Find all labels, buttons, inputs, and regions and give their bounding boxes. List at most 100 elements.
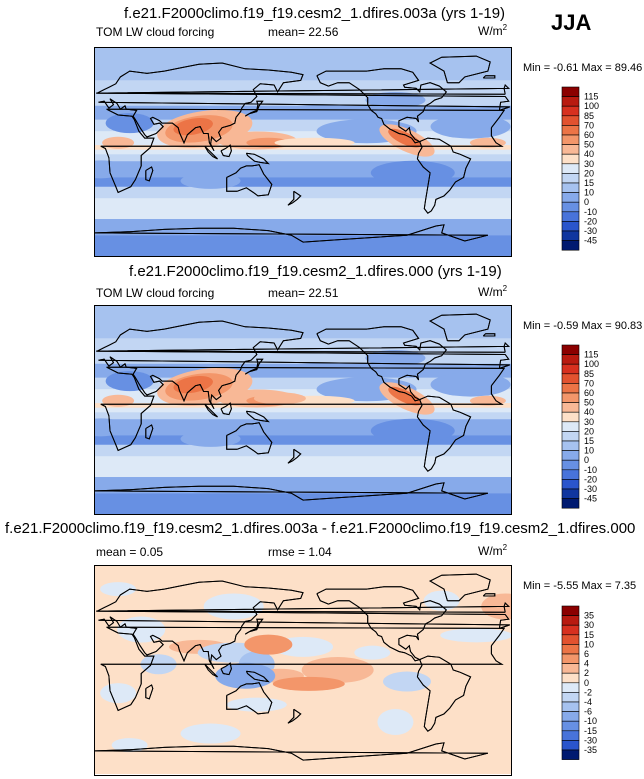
- coastline: [96, 84, 510, 95]
- field-band: [95, 177, 511, 187]
- coastline: [416, 137, 472, 214]
- coastline: [96, 602, 510, 613]
- panel-2-mean: mean= 22.51: [268, 286, 338, 300]
- colorbar-swatch: [561, 730, 580, 741]
- coastline: [226, 682, 273, 715]
- difference-contour: [313, 732, 386, 759]
- field-contour: [430, 372, 511, 397]
- field-contour: [469, 137, 506, 148]
- colorbar-tick-label: 10: [584, 639, 594, 649]
- colorbar-tick-label: -20: [584, 216, 597, 226]
- coastline: [204, 145, 218, 160]
- colorbar-swatch: [561, 373, 580, 384]
- difference-contour: [100, 582, 137, 597]
- colorbar-swatch: [561, 720, 580, 732]
- colorbar-swatch: [561, 211, 580, 222]
- colorbar-swatch: [561, 115, 580, 126]
- colorbar-swatch: [561, 634, 580, 645]
- coastline: [95, 224, 489, 243]
- difference-contour: [215, 662, 276, 689]
- coastline: [100, 108, 506, 194]
- field-contour: [274, 137, 355, 148]
- coastline: [204, 663, 218, 678]
- colorbar-swatch: [561, 740, 580, 751]
- colorbar-swatch: [561, 431, 580, 442]
- coastline: [287, 448, 302, 464]
- colorbar-swatch: [561, 144, 580, 155]
- colorbar-swatch: [561, 692, 580, 703]
- coastline: [145, 684, 154, 700]
- colorbar-swatch: [561, 363, 580, 375]
- colorbar-tick-label: 4: [584, 659, 589, 669]
- colorbar-tick-label: -6: [584, 707, 592, 717]
- convection-contour: [173, 375, 213, 394]
- coastline: [95, 742, 489, 761]
- panel-1-minmax: Min = -0.61 Max = 89.46: [523, 62, 643, 74]
- colorbar-swatch: [561, 624, 580, 636]
- colorbar-tick-label: -30: [584, 484, 597, 494]
- panel-1-map: [94, 47, 512, 257]
- difference-contour: [290, 587, 363, 602]
- field-contour: [102, 136, 135, 149]
- convection-contour: [388, 128, 422, 148]
- season-label: JJA: [551, 10, 592, 35]
- colorbar-swatch: [561, 653, 580, 664]
- panel-3-rmse-label: rmse =: [268, 545, 306, 559]
- colorbar-tick-label: -35: [584, 745, 597, 755]
- colorbar-swatch: [561, 749, 580, 760]
- difference-contour: [203, 593, 264, 620]
- coastline: [245, 152, 270, 165]
- field-band: [95, 477, 511, 494]
- colorbar-swatch: [561, 344, 580, 355]
- coastline: [220, 402, 232, 416]
- panel-2-minmax: Min = -0.59 Max = 90.83: [523, 320, 643, 332]
- colorbar-swatch: [561, 392, 580, 403]
- difference-contour: [354, 645, 391, 660]
- field-contour: [102, 394, 135, 407]
- colorbar-swatch: [561, 488, 580, 499]
- panel-3-minmax: Min = -5.55 Max = 7.35: [523, 580, 637, 592]
- convection-contour: [173, 117, 213, 136]
- coastline: [287, 190, 302, 206]
- panel-3-max-value: 7.35: [614, 580, 637, 592]
- coastline: [245, 410, 270, 423]
- panel-1-variable: TOM LW cloud forcing: [96, 25, 215, 39]
- coastline: [416, 395, 472, 472]
- colorbar-swatch: [561, 498, 580, 509]
- colorbar-tick-label: 0: [584, 678, 589, 688]
- coastline: [244, 100, 264, 117]
- coastline: [204, 403, 218, 418]
- panel-1-min-value: -0.61: [553, 62, 579, 74]
- panel-3-colorbar: 35 30 15 10 6 4 2 0 -2 -4 -6 -10 -15 -30 -35: [561, 605, 622, 764]
- coastline: [226, 164, 273, 197]
- colorbar-swatch: [561, 230, 580, 241]
- colorbar-tick-label: 10: [584, 446, 594, 456]
- field-contour: [286, 104, 367, 119]
- colorbar-tick-label: 20: [584, 426, 594, 436]
- field-contour: [246, 137, 291, 148]
- difference-contour: [151, 691, 200, 718]
- colorbar-swatch: [561, 383, 580, 394]
- colorbar-swatch: [561, 672, 580, 684]
- difference-contour: [180, 723, 241, 744]
- colorbar-swatch: [561, 459, 580, 471]
- field-contour: [253, 392, 306, 405]
- field-band: [95, 219, 511, 236]
- field-contour: [180, 172, 241, 189]
- colorbar-tick-label: 70: [584, 378, 594, 388]
- panel-2-max-value: 90.83: [614, 320, 643, 332]
- field-contour: [105, 113, 154, 134]
- difference-contour: [383, 671, 431, 692]
- coastline: [482, 75, 496, 79]
- colorbar-tick-label: 100: [584, 101, 599, 111]
- colorbar-swatch: [561, 411, 580, 423]
- colorbar-swatch: [561, 605, 580, 616]
- coastline: [97, 580, 510, 670]
- panel-1-units: W/m2: [478, 23, 508, 38]
- colorbar-swatch: [561, 134, 580, 145]
- colorbar-tick-label: 115: [584, 92, 598, 102]
- coastline: [96, 342, 510, 353]
- colorbar-swatch: [561, 96, 580, 107]
- colorbar-tick-label: 60: [584, 130, 594, 140]
- colorbar-tick-label: 50: [584, 140, 594, 150]
